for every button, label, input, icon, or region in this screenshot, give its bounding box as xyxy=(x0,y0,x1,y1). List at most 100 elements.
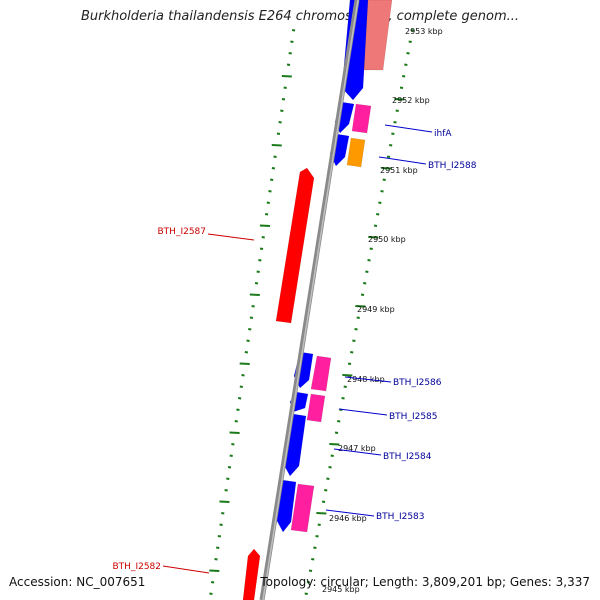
major-tick-mark xyxy=(368,236,379,239)
minor-tick-dot xyxy=(280,109,284,112)
major-tick-mark xyxy=(249,293,260,296)
minor-tick-dot xyxy=(311,558,315,561)
ihfA-gene[interactable] xyxy=(351,103,372,134)
minor-tick-dot xyxy=(317,523,321,526)
minor-tick-dot xyxy=(256,270,260,273)
minor-tick-dot xyxy=(410,29,415,32)
minor-tick-dot xyxy=(330,454,334,457)
gene-label-BTH_I2584[interactable]: BTH_I2584 xyxy=(383,452,432,462)
minor-tick-dot xyxy=(404,63,408,66)
minor-tick-dot xyxy=(209,592,213,595)
minor-tick-dot xyxy=(360,293,365,296)
minor-tick-dot xyxy=(216,546,220,549)
minor-tick-dot xyxy=(229,454,233,457)
minor-tick-dot xyxy=(224,489,228,492)
minor-tick-dot xyxy=(237,397,242,400)
minor-tick-dot xyxy=(221,512,225,515)
minor-tick-dot xyxy=(350,351,354,354)
minor-tick-dot xyxy=(306,581,311,584)
minor-tick-dot xyxy=(290,40,294,43)
major-tick-mark xyxy=(209,569,220,572)
minor-tick-dot xyxy=(363,282,367,285)
minor-tick-dot xyxy=(386,155,391,158)
minor-tick-dot xyxy=(266,201,270,204)
gene-label-ihfA[interactable]: ihfA xyxy=(434,129,452,139)
minor-tick-dot xyxy=(291,29,296,32)
gene-label-BTH_I2583[interactable]: BTH_I2583 xyxy=(376,512,425,522)
gene-label-BTH_I2588[interactable]: BTH_I2588 xyxy=(428,161,477,171)
gene-label-BTH_I2582[interactable]: BTH_I2582 xyxy=(113,562,162,572)
gene-labels[interactable]: ihfA BTH_I2588 BTH_I2587 BTH_I2586 BTH_I… xyxy=(113,129,477,572)
minor-tick-dot xyxy=(369,247,373,250)
minor-tick-dot xyxy=(258,259,262,262)
minor-tick-dot xyxy=(231,443,235,446)
minor-tick-dot xyxy=(356,316,360,319)
minor-tick-dot xyxy=(239,385,243,388)
minor-tick-dot xyxy=(227,466,232,469)
major-tick-mark xyxy=(316,512,327,515)
minor-tick-dot xyxy=(326,477,330,480)
minor-tick-dot xyxy=(254,282,259,285)
minor-tick-dot xyxy=(283,86,287,89)
gene-label-BTH_I2585[interactable]: BTH_I2585 xyxy=(389,412,438,422)
minor-tick-dot xyxy=(251,305,255,308)
minor-tick-dot xyxy=(244,351,249,354)
minor-tick-dot xyxy=(281,98,286,101)
BTH_I2587-gene[interactable] xyxy=(275,167,315,324)
minor-tick-dot xyxy=(278,121,282,124)
minor-tick-dot xyxy=(246,339,250,342)
minor-tick-dot xyxy=(264,213,269,216)
minor-tick-dot xyxy=(261,236,265,239)
major-tick-mark xyxy=(259,224,270,227)
rna-gene-2946[interactable] xyxy=(290,483,315,533)
minor-tick-dot xyxy=(337,420,341,423)
minor-tick-dot xyxy=(236,408,240,411)
major-tick-mark xyxy=(271,144,282,147)
minor-tick-dot xyxy=(273,155,277,158)
BTH_I2588-gene[interactable] xyxy=(346,137,366,168)
minor-tick-dot xyxy=(341,397,345,400)
minor-tick-dot xyxy=(402,75,406,78)
accession-text: Accession: NC_007651 xyxy=(9,575,146,589)
minor-tick-dot xyxy=(248,328,252,331)
minor-tick-dot xyxy=(321,500,326,503)
minor-tick-dot xyxy=(380,190,384,193)
gene-label-BTH_I2586[interactable]: BTH_I2586 xyxy=(393,378,442,388)
minor-tick-dot xyxy=(328,466,332,469)
gene-label-BTH_I2587[interactable]: BTH_I2587 xyxy=(158,227,207,237)
major-tick-mark xyxy=(329,443,340,446)
minor-tick-dot xyxy=(395,109,399,112)
minor-tick-dot xyxy=(304,592,308,595)
minor-tick-dot xyxy=(241,374,245,377)
rna-gene-2947b[interactable] xyxy=(306,393,326,423)
minor-tick-dot xyxy=(334,431,339,434)
gene-features[interactable] xyxy=(242,0,393,600)
BTH_I2582-gene[interactable] xyxy=(242,548,261,600)
major-tick-mark xyxy=(229,431,240,434)
tick-label: 2952 kbp xyxy=(392,96,430,105)
minor-tick-dot xyxy=(249,316,254,319)
minor-tick-dot xyxy=(352,339,356,342)
rna-gene-2948[interactable] xyxy=(310,355,332,392)
minor-tick-dot xyxy=(288,52,292,55)
gene-label-leaders xyxy=(162,124,433,574)
minor-tick-dot xyxy=(259,247,264,250)
major-tick-mark xyxy=(394,98,405,101)
minor-tick-dot xyxy=(214,558,218,561)
minor-tick-dot xyxy=(343,385,347,388)
tick-label: 2950 kbp xyxy=(368,235,406,244)
tick-label: 2945 kbp xyxy=(322,585,360,594)
minor-tick-dot xyxy=(399,86,404,89)
minor-tick-dot xyxy=(373,224,378,227)
minor-tick-dot xyxy=(226,477,230,480)
minor-tick-dot xyxy=(324,489,328,492)
minor-tick-dot xyxy=(276,132,281,135)
minor-tick-dot xyxy=(406,52,410,55)
tick-label: 2947 kbp xyxy=(338,444,376,453)
tick-label: 2951 kbp xyxy=(380,166,418,175)
major-tick-mark xyxy=(239,362,250,365)
minor-tick-dot xyxy=(391,132,395,135)
major-tick-mark xyxy=(281,75,292,78)
minor-tick-dot xyxy=(268,190,272,193)
